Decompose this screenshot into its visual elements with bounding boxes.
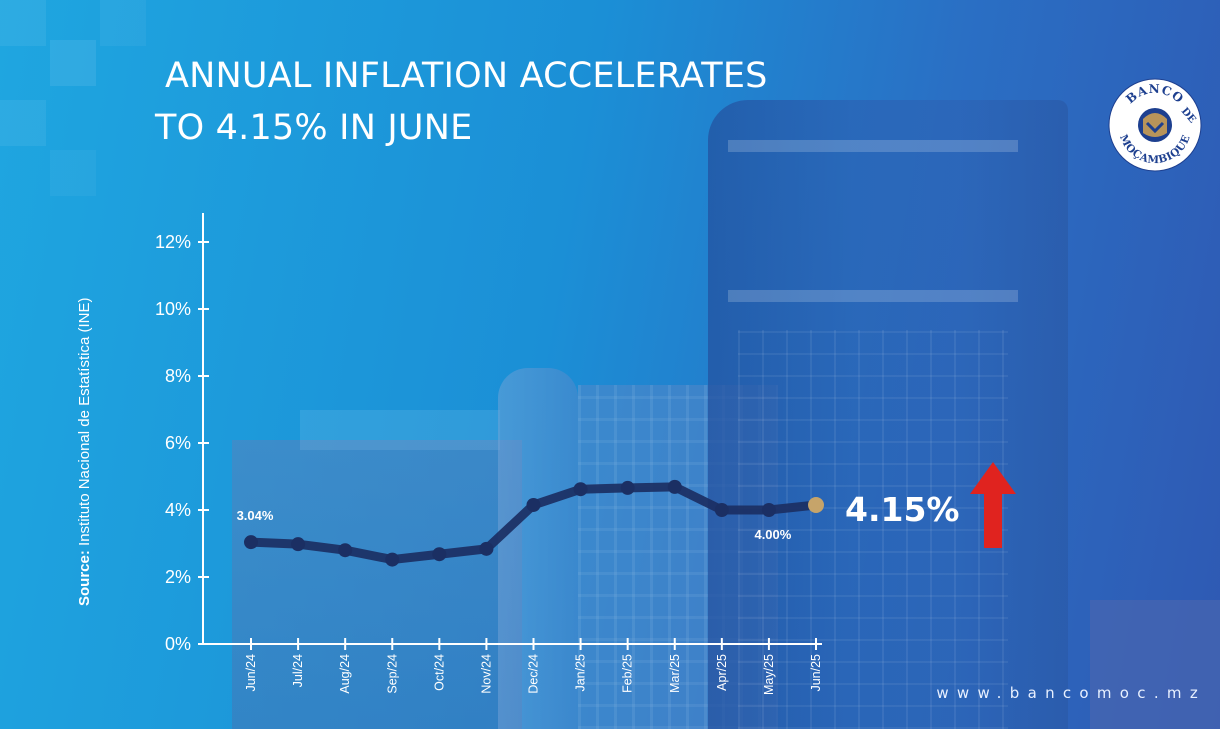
- data-point: [761, 503, 776, 517]
- data-point: [667, 479, 682, 494]
- x-tick-label: Jan/25: [574, 654, 588, 692]
- x-tick-label: Feb/25: [621, 654, 635, 693]
- data-labels: 3.04% 4.00%: [237, 508, 792, 542]
- background-building-left: [232, 440, 522, 729]
- x-tick-label: Mar/25: [668, 654, 682, 693]
- chart-axes: [202, 213, 822, 645]
- logo-emblem-icon: [1143, 113, 1167, 137]
- inflation-line: [246, 482, 821, 565]
- banco-de-mocambique-logo: BANCO MOÇAMBIQUE DE: [1108, 78, 1202, 172]
- latest-value-callout: 4.15%: [845, 490, 960, 529]
- page-title: ANNUAL INFLATION ACCELERATES TO 4.15% IN…: [155, 50, 768, 154]
- title-line-2: TO 4.15% IN JUNE: [155, 108, 473, 148]
- data-point: [244, 535, 258, 550]
- y-tick-label: 2%: [165, 567, 191, 587]
- data-point: [526, 497, 541, 512]
- x-tick-label: Jun/25: [809, 654, 823, 692]
- data-point: [620, 480, 635, 495]
- data-point: [479, 541, 494, 556]
- y-tick-label: 6%: [165, 433, 191, 453]
- x-tick-label: Apr/25: [715, 654, 729, 691]
- data-point: [338, 543, 353, 558]
- background-tower: [708, 100, 1068, 729]
- data-point: [385, 552, 400, 567]
- x-tick-label: Aug/24: [338, 654, 352, 694]
- data-point: [714, 503, 729, 517]
- y-tick-label: 8%: [165, 366, 191, 386]
- background-tower-band: [728, 140, 1018, 152]
- x-tick-label: Nov/24: [479, 654, 493, 694]
- data-label: 3.04%: [237, 508, 274, 523]
- y-tick-label: 12%: [155, 232, 191, 252]
- title-line-1: ANNUAL INFLATION ACCELERATES: [165, 56, 768, 96]
- x-tick-label: Sep/24: [385, 654, 399, 694]
- background-tower-band: [728, 290, 1018, 302]
- background-tower-windows: [738, 330, 1008, 729]
- background-tiles: [0, 0, 240, 260]
- y-tick-label: 10%: [155, 299, 191, 319]
- y-tick-label: 0%: [165, 634, 191, 654]
- x-tick-label: Dec/24: [527, 654, 541, 694]
- latest-data-point: [808, 496, 824, 513]
- data-point: [573, 482, 588, 497]
- x-axis-ticks: Jun/24 Jul/24 Aug/24 Sep/24 Oct/24 Nov/24 Dec/…: [244, 638, 823, 695]
- data-label: 4.00%: [754, 527, 791, 542]
- y-tick-label: 4%: [165, 500, 191, 520]
- data-point: [291, 537, 306, 552]
- x-tick-label: Oct/24: [432, 654, 446, 691]
- background-building-right: [1090, 600, 1220, 729]
- x-tick-label: Jul/24: [291, 654, 305, 687]
- background-building-round: [498, 368, 578, 729]
- x-tick-label: May/25: [762, 654, 776, 695]
- website-url: www.bancomoc.mz: [936, 684, 1206, 702]
- inflation-series: [244, 479, 824, 567]
- background-building-roof: [300, 410, 500, 450]
- data-point: [432, 547, 447, 562]
- up-arrow-icon: [970, 462, 1016, 548]
- y-axis-ticks: 0% 2% 4% 6% 8% 10% 12%: [155, 232, 209, 654]
- x-tick-label: Jun/24: [244, 654, 258, 692]
